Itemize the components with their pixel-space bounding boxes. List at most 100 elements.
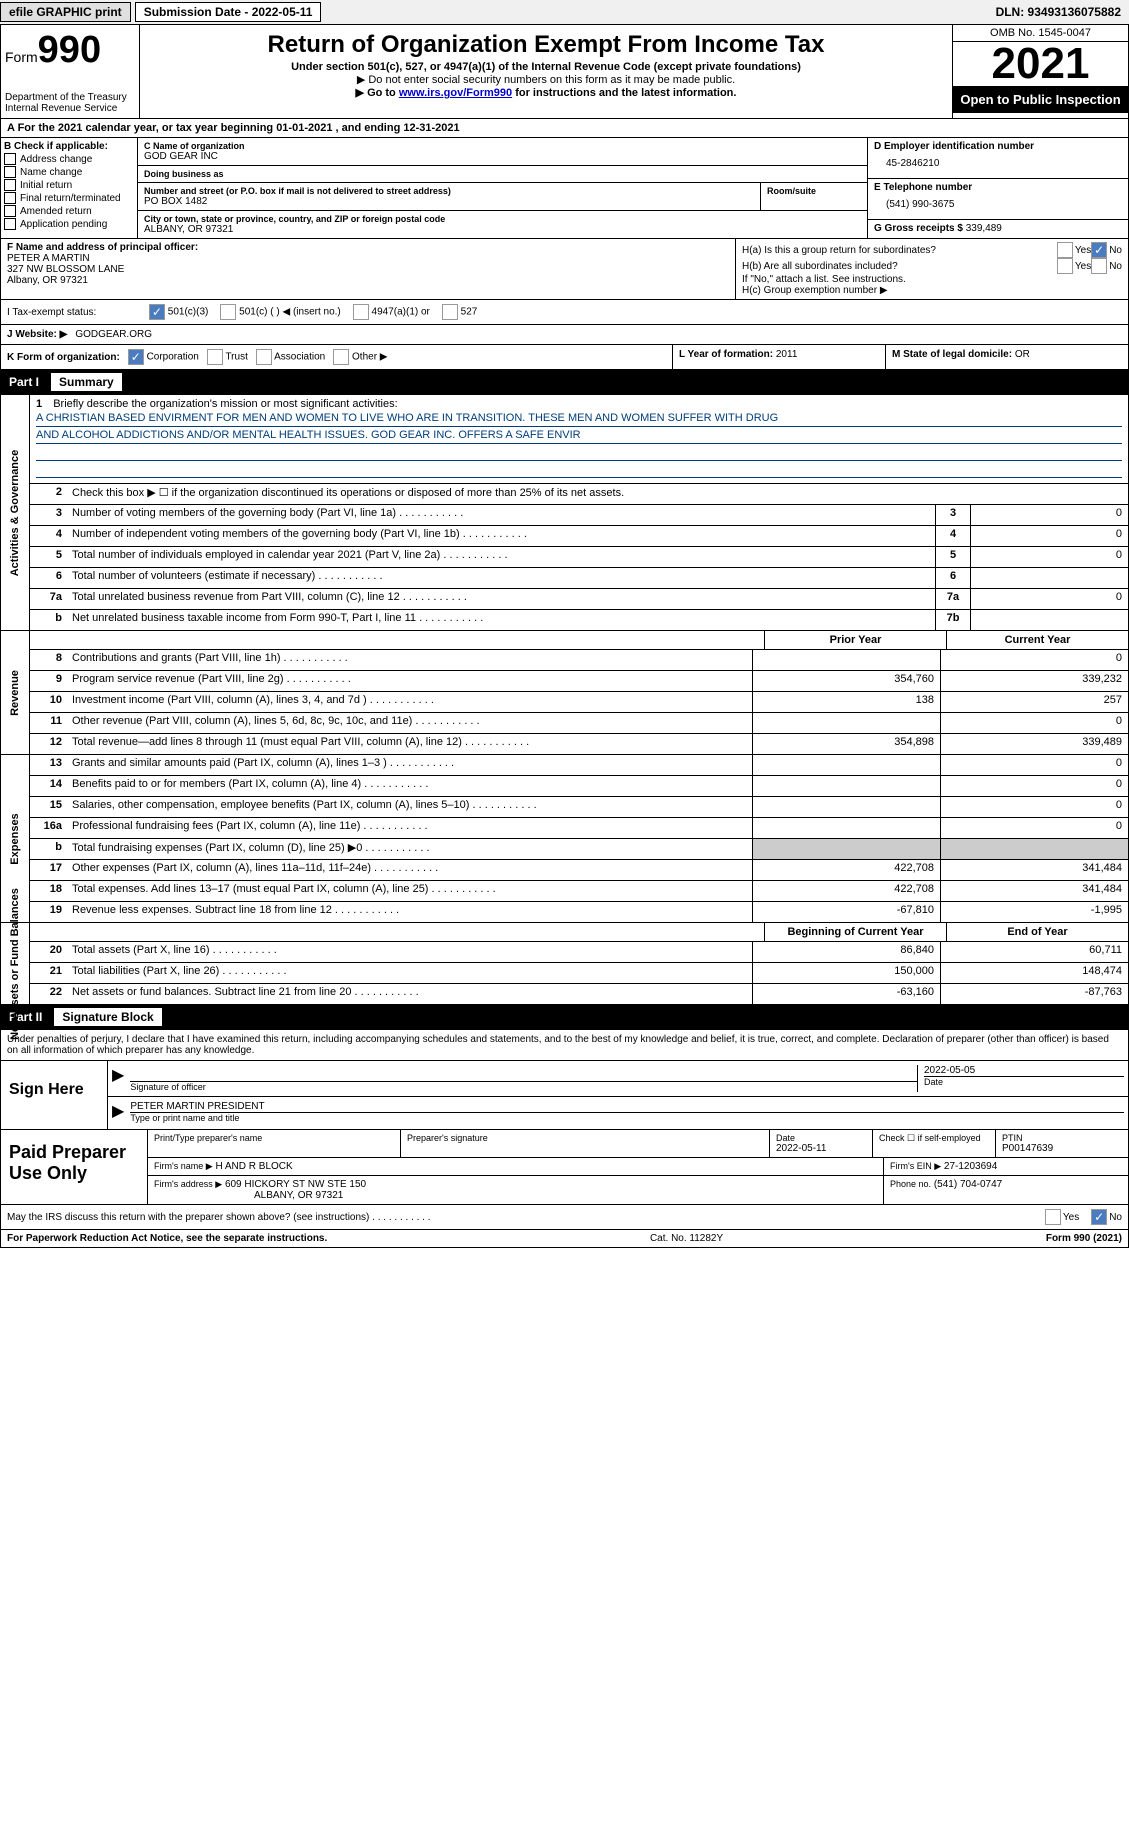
data-row: bTotal fundraising expenses (Part IX, co…: [30, 839, 1128, 860]
chk-final-return[interactable]: [4, 192, 16, 204]
gross-label: G Gross receipts $: [874, 223, 963, 234]
hb-note: If "No," attach a list. See instructions…: [742, 274, 1122, 285]
chk-initial-return[interactable]: [4, 179, 16, 191]
chk-address-change[interactable]: [4, 153, 16, 165]
footer-left: For Paperwork Reduction Act Notice, see …: [7, 1233, 327, 1244]
current-year-header: Current Year: [946, 631, 1128, 649]
addr-label: Number and street (or P.O. box if mail i…: [144, 186, 760, 196]
sign-here-label: Sign Here: [1, 1061, 108, 1129]
discuss-no[interactable]: [1091, 1209, 1107, 1225]
chk-trust[interactable]: [207, 349, 223, 365]
dept-treasury: Department of the Treasury: [5, 92, 135, 103]
chk-name-change[interactable]: [4, 166, 16, 178]
chk-assoc[interactable]: [256, 349, 272, 365]
data-row: 14Benefits paid to or for members (Part …: [30, 776, 1128, 797]
chk-corp[interactable]: [128, 349, 144, 365]
header-right: OMB No. 1545-0047 2021 Open to Public In…: [952, 25, 1128, 118]
city-value: ALBANY, OR 97321: [144, 224, 861, 235]
sign-date: 2022-05-05: [924, 1065, 1124, 1077]
activity-row: 3Number of voting members of the governi…: [30, 505, 1128, 526]
org-name: GOD GEAR INC: [144, 151, 861, 162]
signer-name: PETER MARTIN PRESIDENT: [130, 1101, 1124, 1113]
mission-line3: [36, 446, 1122, 461]
chk-4947[interactable]: [353, 304, 369, 320]
section-d: D Employer identification number 45-2846…: [867, 138, 1128, 238]
hc-label: H(c) Group exemption number ▶: [742, 285, 1122, 296]
chk-other[interactable]: [333, 349, 349, 365]
irs-link[interactable]: www.irs.gov/Form990: [399, 87, 512, 99]
irs-label: Internal Revenue Service: [5, 103, 135, 114]
netassets-label: Net Assets or Fund Balances: [1, 923, 30, 1004]
discuss-yes[interactable]: [1045, 1209, 1061, 1225]
tax-year: 2021: [953, 42, 1128, 86]
chk-pending[interactable]: [4, 218, 16, 230]
preparer-grid: Paid Preparer Use Only Print/Type prepar…: [0, 1130, 1129, 1205]
data-row: 15Salaries, other compensation, employee…: [30, 797, 1128, 818]
data-row: 11Other revenue (Part VIII, column (A), …: [30, 713, 1128, 734]
ein-label: D Employer identification number: [874, 141, 1122, 152]
mission-line4: [36, 463, 1122, 478]
gross-value: 339,489: [966, 223, 1002, 234]
expenses-section: Expenses 13Grants and similar amounts pa…: [0, 755, 1129, 923]
addr-value: PO BOX 1482: [144, 196, 760, 207]
prep-phone: (541) 704-0747: [934, 1179, 1002, 1190]
room-label: Room/suite: [767, 186, 867, 196]
firm-addr1: 609 HICKORY ST NW STE 150: [225, 1179, 366, 1190]
firm-ein-label: Firm's EIN ▶: [890, 1161, 941, 1171]
data-row: 22Net assets or fund balances. Subtract …: [30, 984, 1128, 1004]
section-b: B Check if applicable: Address change Na…: [1, 138, 138, 238]
chk-527[interactable]: [442, 304, 458, 320]
form-header: Form990 Department of the Treasury Inter…: [0, 25, 1129, 119]
data-row: 16aProfessional fundraising fees (Part I…: [30, 818, 1128, 839]
discuss-row: May the IRS discuss this return with the…: [0, 1205, 1129, 1230]
hb-no[interactable]: [1091, 258, 1107, 274]
data-row: 13Grants and similar amounts paid (Part …: [30, 755, 1128, 776]
ha-yes[interactable]: [1057, 242, 1073, 258]
chk-501c[interactable]: [220, 304, 236, 320]
activity-row: 7aTotal unrelated business revenue from …: [30, 589, 1128, 610]
city-label: City or town, state or province, country…: [144, 214, 861, 224]
firm-name: H AND R BLOCK: [215, 1161, 292, 1172]
part1-num: Part I: [9, 375, 51, 389]
firm-addr2: ALBANY, OR 97321: [254, 1190, 877, 1201]
tax-status-label: I Tax-exempt status:: [7, 307, 137, 318]
efile-button[interactable]: efile GRAPHIC print: [0, 2, 131, 22]
l-label: L Year of formation:: [679, 349, 773, 360]
section-h: H(a) Is this a group return for subordin…: [736, 239, 1128, 299]
sig-officer-label: Signature of officer: [130, 1082, 917, 1092]
identity-grid: B Check if applicable: Address change Na…: [0, 138, 1129, 239]
begin-year-header: Beginning of Current Year: [764, 923, 946, 941]
chk-501c3[interactable]: [149, 304, 165, 320]
data-row: 12Total revenue—add lines 8 through 11 (…: [30, 734, 1128, 754]
header-sub1: Under section 501(c), 527, or 4947(a)(1)…: [148, 61, 944, 73]
prep-phone-label: Phone no.: [890, 1179, 931, 1189]
website-row: J Website: ▶ GODGEAR.ORG: [0, 325, 1129, 345]
prep-sig-label: Preparer's signature: [407, 1133, 763, 1143]
ptin-value: P00147639: [1002, 1143, 1122, 1154]
sign-here-grid: Sign Here ▶ Signature of officer 2022-05…: [0, 1061, 1129, 1130]
data-row: 10Investment income (Part VIII, column (…: [30, 692, 1128, 713]
tax-status-row: I Tax-exempt status: 501(c)(3) 501(c) ( …: [0, 300, 1129, 325]
signer-name-label: Type or print name and title: [130, 1113, 1124, 1123]
print-label: Print/Type preparer's name: [154, 1133, 394, 1143]
part1-header: Part I Summary: [1, 370, 1128, 394]
section-f: F Name and address of principal officer:…: [1, 239, 736, 299]
preparer-label: Paid Preparer Use Only: [1, 1130, 148, 1204]
chk-amended[interactable]: [4, 205, 16, 217]
firm-name-label: Firm's name ▶: [154, 1161, 213, 1171]
dln: DLN: 93493136075882: [996, 5, 1129, 19]
part1-title: Summary: [51, 373, 122, 391]
section-b-label: B Check if applicable:: [4, 141, 134, 152]
mission-line2: AND ALCOHOL ADDICTIONS AND/OR MENTAL HEA…: [36, 429, 1122, 444]
hb-yes[interactable]: [1057, 258, 1073, 274]
ptin-label: PTIN: [1002, 1133, 1122, 1143]
data-row: 17Other expenses (Part IX, column (A), l…: [30, 860, 1128, 881]
mission-label: Briefly describe the organization's miss…: [53, 398, 397, 410]
website-value: GODGEAR.ORG: [75, 329, 152, 340]
ha-no[interactable]: [1091, 242, 1107, 258]
firm-addr-label: Firm's address ▶: [154, 1179, 222, 1189]
open-public-badge: Open to Public Inspection: [953, 86, 1128, 113]
header-center: Return of Organization Exempt From Incom…: [140, 25, 952, 118]
sign-arrow-icon: ▶: [112, 1065, 124, 1092]
officer-name: PETER A MARTIN: [7, 253, 729, 264]
